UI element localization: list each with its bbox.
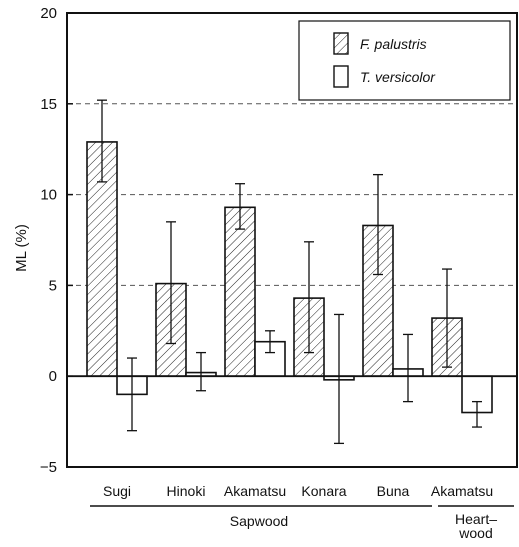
- bar-f-palustris: [224, 206, 256, 377]
- category-label: Akamatsu: [224, 483, 286, 499]
- category-label: Sugi: [103, 483, 131, 499]
- y-tick-label: 20: [40, 5, 57, 22]
- category-label: Buna: [377, 483, 410, 499]
- legend-label-f-palustris: F. palustris: [360, 36, 427, 52]
- y-tick-label: 15: [40, 96, 57, 113]
- category-label: Konara: [301, 483, 346, 499]
- y-tick-label: −5: [40, 459, 57, 476]
- plot-frame: [66, 12, 518, 468]
- legend-swatch-t-versicolor: [333, 65, 349, 88]
- category-label: Hinoki: [167, 483, 206, 499]
- y-axis-label: ML (%): [13, 224, 30, 272]
- y-tick-label: 5: [49, 277, 57, 294]
- y-tick-label: 10: [40, 187, 57, 204]
- group-label-heartwood: wood: [458, 525, 492, 541]
- category-label: Akamatsu: [431, 483, 493, 499]
- y-tick-label: 0: [49, 368, 57, 385]
- legend-box: [298, 20, 511, 101]
- legend-swatch-f-palustris: [333, 32, 349, 55]
- group-label-sapwood: Sapwood: [230, 513, 288, 529]
- legend-label-t-versicolor: T. versicolor: [360, 69, 436, 85]
- group-label-heartwood: Heart–: [455, 511, 497, 527]
